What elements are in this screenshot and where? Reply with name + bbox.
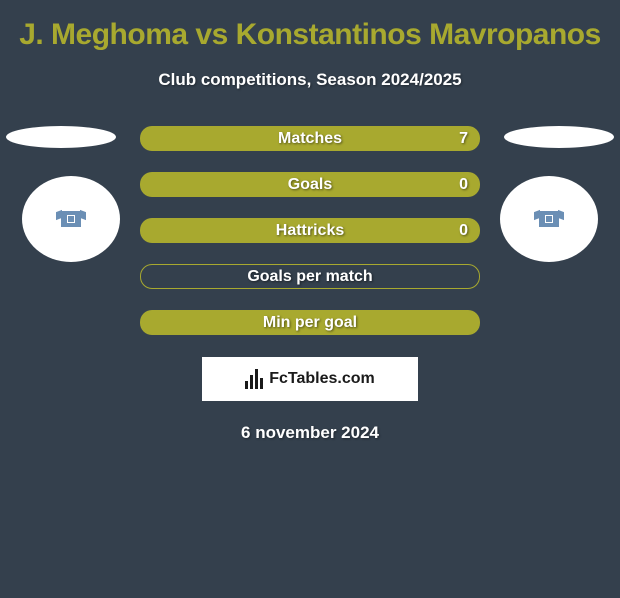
stat-bar: Min per goal	[140, 310, 480, 335]
stat-value: 0	[459, 222, 468, 240]
stat-label: Hattricks	[276, 222, 344, 240]
comparison-content: Matches 7 Goals 0 Hattricks 0 Goals per …	[0, 126, 620, 443]
stat-label: Goals per match	[247, 268, 372, 286]
stat-value: 7	[459, 130, 468, 148]
stat-label: Matches	[278, 130, 342, 148]
page-title: J. Meghoma vs Konstantinos Mavropanos	[0, 18, 620, 52]
attribution-text: FcTables.com	[269, 370, 375, 388]
stat-row-min-per-goal: Min per goal	[0, 310, 620, 335]
season-subtitle: Club competitions, Season 2024/2025	[0, 70, 620, 90]
bars-icon	[245, 369, 263, 389]
date-label: 6 november 2024	[0, 423, 620, 443]
attribution-banner[interactable]: FcTables.com	[202, 357, 418, 401]
stat-bar: Goals per match	[140, 264, 480, 289]
stat-bar: Goals 0	[140, 172, 480, 197]
stat-row-goals-per-match: Goals per match	[0, 264, 620, 289]
stat-row-hattricks: Hattricks 0	[0, 218, 620, 243]
stat-value: 0	[459, 176, 468, 194]
stat-bar: Hattricks 0	[140, 218, 480, 243]
stat-row-goals: Goals 0	[0, 172, 620, 197]
stat-bar: Matches 7	[140, 126, 480, 151]
stat-label: Min per goal	[263, 314, 357, 332]
stat-label: Goals	[288, 176, 332, 194]
stat-row-matches: Matches 7	[0, 126, 620, 151]
